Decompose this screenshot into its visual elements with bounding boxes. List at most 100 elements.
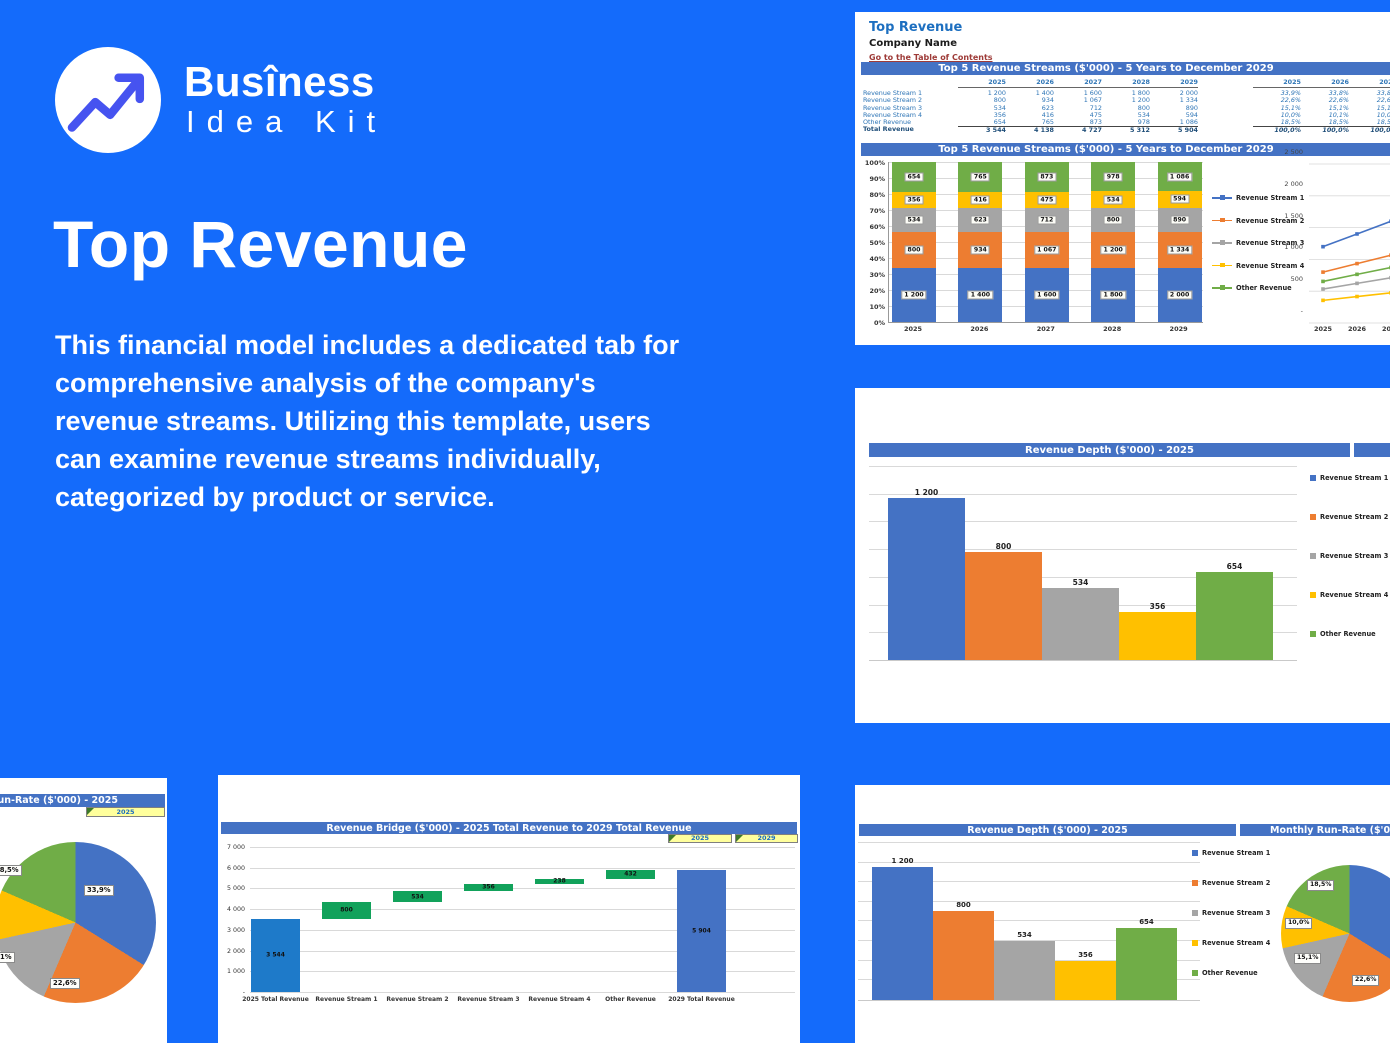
bar-segment: 594	[1157, 191, 1202, 208]
column-gap	[1198, 119, 1253, 126]
gridline	[858, 900, 1200, 902]
runrate-small-title: Monthly Run-Rate ($'000) - 2025	[1270, 824, 1390, 836]
table-title-bar: Top 5 Revenue Streams ($'000) - 5 Years …	[861, 62, 1390, 75]
description-line: revenue streams. Utilizing this template…	[55, 406, 651, 436]
segment-value-label: 800	[904, 245, 924, 255]
stacked-bar-chart: 1 200 800 534 356 654 1 400 934 623 416 765 1 600 1…	[888, 162, 1203, 323]
legend-item: Revenue Stream 3	[1212, 239, 1304, 247]
axis-tick-label: 2025	[903, 325, 923, 333]
bar-value-label: 238	[553, 877, 566, 885]
bar-value-label: 800	[995, 542, 1012, 551]
segment-value-label: 1 086	[1166, 172, 1193, 182]
bar-segment: 873	[1024, 162, 1069, 192]
gridline	[250, 950, 795, 952]
segment-value-label: 356	[904, 195, 924, 205]
other-revenue-legend-icon	[1212, 285, 1232, 290]
year-column-header: 2027	[1054, 78, 1102, 88]
stacked-bar: 1 400 934 623 416 765	[958, 162, 1003, 322]
segment-value-label: 890	[1170, 215, 1190, 225]
axis-tick-label: Revenue Stream 2	[386, 996, 449, 1003]
axis-tick-label: 2 000	[1284, 179, 1303, 188]
bar-segment: 978	[1091, 162, 1136, 192]
segment-value-label: 475	[1037, 195, 1057, 205]
legend-item: Revenue Stream 1	[1212, 194, 1304, 202]
bar: 1 200	[888, 488, 965, 660]
legend-marker	[1220, 262, 1225, 268]
selector-corner-mark	[736, 834, 743, 842]
legend-label: Revenue Stream 1	[1202, 849, 1271, 857]
legend-item: Revenue Stream 2	[1310, 513, 1388, 521]
revenue-stream-1-legend-icon	[1192, 850, 1198, 856]
legend-item: Revenue Stream 2	[1212, 217, 1304, 225]
legend-item: Revenue Stream 2	[1192, 879, 1270, 887]
gridline	[858, 881, 1200, 883]
stacked-chart-title-bar: Top 5 Revenue Streams ($'000) - 5 Years …	[861, 143, 1390, 156]
pct-column-header: 2026	[1301, 78, 1349, 88]
table-row: Revenue Stream 1 1 200 1 400 1 600 1 800 2 00…	[863, 89, 1390, 97]
depth-small-legend: Revenue Stream 1 Revenue Stream 2 Revenue …	[1192, 849, 1270, 977]
bar: 1 200	[872, 857, 933, 1000]
legend-item: Revenue Stream 1	[1310, 474, 1388, 482]
year-column-header: 2026	[1006, 78, 1054, 88]
gridline	[858, 940, 1200, 941]
table-of-contents-link[interactable]: Go to the Table of Contents	[869, 53, 993, 62]
total-pct-cell: 100,0%	[1349, 126, 1390, 135]
bar-value-label: 800	[956, 901, 971, 910]
legend-item: Revenue Stream 4	[1310, 591, 1388, 599]
legend-label: Revenue Stream 1	[1320, 474, 1389, 482]
segment-value-label: 712	[1037, 215, 1057, 225]
axis-tick-label: 20%	[869, 286, 885, 295]
year-column-header: 2025	[958, 78, 1006, 88]
selector-corner-mark	[669, 834, 676, 842]
bar: 238	[535, 877, 584, 885]
bar: 534	[994, 931, 1055, 1000]
depth-bar-chart-small: 1 200 800 534 356 654	[858, 842, 1200, 1001]
gridline	[250, 971, 795, 973]
depth-small-title-bar: Revenue Depth ($'000) - 2025	[859, 824, 1236, 836]
stacked-bar: 1 200 800 534 356 654	[892, 162, 936, 322]
year-selector[interactable]: 2025	[86, 807, 165, 817]
axis-tick-label: 2027	[1381, 325, 1390, 333]
depth-chart-legend: Revenue Stream 1 Revenue Stream 2 Revenue …	[1310, 474, 1388, 638]
gridline	[250, 929, 795, 931]
pie-label: 15,1%	[0, 952, 15, 963]
gridline	[250, 867, 795, 869]
bridge-title-bar: Revenue Bridge ($'000) - 2025 Total Reve…	[221, 822, 797, 834]
table-row: Other Revenue 654 765 873 978 1 086 18,5% 18,5%…	[863, 118, 1390, 127]
runrate-pie-chart	[0, 842, 156, 1003]
description-line: can examine revenue streams individually…	[55, 444, 601, 474]
legend-label: Revenue Stream 4	[1320, 591, 1389, 599]
bridge-year-to-selector[interactable]: 2029	[735, 833, 798, 843]
pct-cell: 10,0%	[1376, 110, 1390, 119]
bar: 654	[1116, 918, 1177, 1000]
total-value-cell: 5 904	[1150, 126, 1198, 135]
bar-segment: 800	[892, 231, 936, 268]
revenue-stream-2-legend-icon	[1310, 514, 1316, 520]
axis-tick-label: 2026	[1347, 325, 1367, 333]
bridge-year-from-selector[interactable]: 2025	[668, 833, 732, 843]
runrate-title: Monthly Run-Rate ($'000) - 2025	[0, 795, 118, 806]
panel-depth-and-runrate: Revenue Depth ($'000) - 2025 Monthly Run…	[855, 785, 1390, 1043]
gridline	[250, 888, 795, 890]
axis-tick-label: 1 500	[1284, 211, 1303, 220]
segment-value-label: 934	[970, 245, 990, 255]
gridline	[869, 576, 1297, 578]
bar: 432	[606, 869, 655, 879]
brand-name-line1: Busîness	[184, 58, 375, 105]
stacked-chart-legend: Revenue Stream 1 Revenue Stream 2 Revenue …	[1212, 194, 1304, 292]
value-cell: 765	[1041, 118, 1054, 127]
segment-value-label: 1 800	[1100, 290, 1126, 300]
page-description: This financial model includes a dedicate…	[55, 326, 815, 516]
legend-marker	[1220, 240, 1225, 245]
pct-cell: 33,8%	[1376, 89, 1390, 97]
bar-segment: 1 800	[1091, 267, 1136, 322]
bar: 356	[1055, 951, 1116, 1000]
axis-tick-label: 2 500	[1284, 148, 1303, 156]
column-gap	[1198, 79, 1253, 90]
value-cell: 534	[993, 103, 1006, 112]
segment-value-label: 1 600	[1034, 290, 1060, 300]
axis-tick-label: 100%	[864, 158, 885, 167]
segment-value-label: 654	[904, 172, 924, 182]
legend-label: Other Revenue	[1236, 284, 1292, 292]
page-title: Top Revenue	[53, 207, 469, 281]
